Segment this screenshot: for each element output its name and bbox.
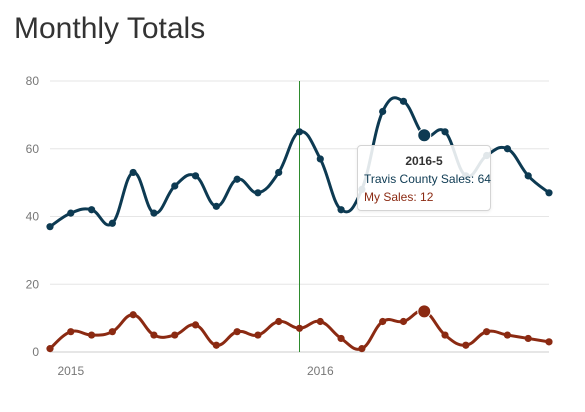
- data-point[interactable]: [337, 206, 345, 214]
- data-point[interactable]: [524, 172, 532, 180]
- y-tick-label: 0: [32, 345, 39, 359]
- data-point[interactable]: [275, 168, 283, 177]
- data-point[interactable]: [150, 331, 158, 339]
- data-point[interactable]: [275, 317, 283, 326]
- highlighted-point[interactable]: [417, 304, 432, 319]
- tooltip: 2016-5 Travis County Sales: 64 My Sales:…: [357, 145, 491, 211]
- data-point[interactable]: [171, 182, 179, 190]
- y-tick-label: 60: [26, 142, 40, 156]
- series-my-sales[interactable]: [46, 304, 553, 353]
- data-point[interactable]: [150, 209, 158, 217]
- data-point[interactable]: [399, 317, 408, 326]
- data-point[interactable]: [233, 175, 241, 183]
- x-tick-label: 2015: [57, 364, 84, 378]
- data-point[interactable]: [316, 155, 324, 163]
- data-point[interactable]: [67, 328, 75, 336]
- data-point[interactable]: [545, 189, 553, 197]
- data-point[interactable]: [358, 345, 366, 353]
- data-point[interactable]: [441, 331, 449, 339]
- data-point[interactable]: [441, 128, 449, 136]
- data-point[interactable]: [503, 145, 512, 153]
- tooltip-header: 2016-5: [405, 154, 443, 168]
- data-point[interactable]: [129, 311, 137, 319]
- data-point[interactable]: [399, 97, 408, 105]
- chart-title: Monthly Totals: [14, 12, 206, 45]
- data-point[interactable]: [524, 334, 532, 343]
- data-point[interactable]: [462, 341, 470, 349]
- tooltip-row-my-sales: My Sales: 12: [364, 190, 434, 204]
- data-point[interactable]: [545, 338, 553, 346]
- data-point[interactable]: [295, 324, 304, 332]
- x-tick-label: 2016: [307, 364, 334, 378]
- axis-layer: 0 20 40 60 80 2015 2016: [26, 74, 334, 378]
- data-point[interactable]: [295, 128, 304, 136]
- data-point[interactable]: [254, 189, 262, 197]
- highlighted-point[interactable]: [417, 128, 432, 143]
- data-point[interactable]: [503, 331, 512, 339]
- data-point[interactable]: [212, 202, 220, 210]
- data-point[interactable]: [129, 168, 137, 177]
- data-point[interactable]: [316, 317, 324, 326]
- data-point[interactable]: [108, 328, 116, 336]
- data-point[interactable]: [337, 334, 345, 343]
- data-point[interactable]: [191, 321, 200, 329]
- data-point[interactable]: [191, 172, 200, 180]
- data-point[interactable]: [46, 223, 54, 231]
- data-point[interactable]: [171, 331, 179, 339]
- data-point[interactable]: [87, 206, 96, 214]
- data-point[interactable]: [379, 317, 387, 326]
- data-point[interactable]: [46, 345, 54, 353]
- data-point[interactable]: [379, 107, 387, 116]
- data-point[interactable]: [212, 341, 220, 349]
- data-point[interactable]: [108, 219, 116, 227]
- data-point[interactable]: [233, 328, 241, 336]
- y-tick-label: 40: [26, 210, 40, 224]
- data-point[interactable]: [254, 331, 262, 339]
- data-point[interactable]: [483, 328, 491, 336]
- tooltip-row-travis-county-sales: Travis County Sales: 64: [364, 172, 491, 186]
- data-point[interactable]: [67, 209, 75, 217]
- y-tick-label: 80: [26, 74, 40, 88]
- data-point[interactable]: [87, 331, 96, 339]
- y-tick-label: 20: [26, 277, 40, 291]
